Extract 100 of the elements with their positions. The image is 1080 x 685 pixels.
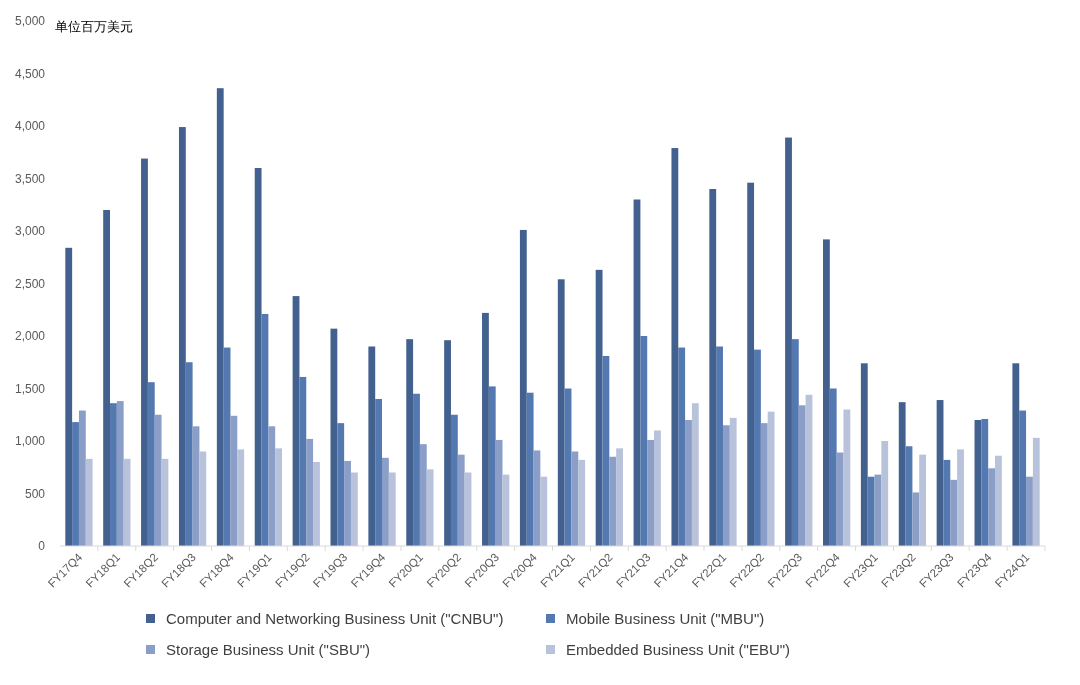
- bar: [798, 405, 806, 546]
- bar: [957, 449, 964, 546]
- bar: [1026, 476, 1033, 546]
- bar: [110, 403, 117, 546]
- y-tick-label: 2,500: [14, 276, 46, 291]
- bar: [881, 441, 889, 546]
- bar: [368, 346, 376, 546]
- bar: [1012, 363, 1020, 546]
- bar: [350, 472, 358, 546]
- bar: [722, 425, 730, 546]
- y-tick-label: 2,000: [14, 329, 46, 343]
- y-tick-label: 3,500: [14, 171, 46, 186]
- bar: [216, 88, 224, 546]
- y-tick-label: 1,500: [14, 381, 46, 396]
- bar: [65, 247, 73, 546]
- bar: [654, 430, 661, 546]
- bar: [337, 423, 345, 546]
- y-tick-label: 4,000: [14, 119, 46, 133]
- bar: [388, 472, 396, 546]
- bar: [85, 458, 93, 546]
- bar: [313, 462, 320, 546]
- bar: [457, 454, 465, 546]
- bar: [571, 451, 579, 546]
- bar: [237, 449, 245, 546]
- bar: [185, 362, 193, 546]
- bar: [829, 388, 837, 546]
- y-tick-label: 4,500: [14, 66, 46, 81]
- bar: [413, 393, 420, 546]
- bar: [502, 474, 510, 546]
- y-tick-label: 5,000: [14, 14, 46, 28]
- bar: [994, 455, 1002, 546]
- bar: [78, 410, 86, 546]
- bar: [729, 417, 737, 546]
- bar: [671, 148, 679, 546]
- bar: [540, 476, 548, 546]
- bar: [344, 460, 351, 546]
- y-axis-title: 单位百万美元: [55, 19, 133, 34]
- bar: [988, 468, 995, 546]
- bar: [419, 444, 427, 546]
- bar: [791, 339, 799, 546]
- bar: [268, 426, 276, 546]
- bar: [1032, 437, 1040, 546]
- bar: [595, 269, 603, 546]
- bar: [526, 392, 534, 546]
- bar: [519, 229, 527, 546]
- legend-label: Storage Business Unit ("SBU"): [166, 641, 371, 658]
- bar: [823, 239, 830, 546]
- bar: [867, 476, 875, 546]
- bar: [141, 158, 148, 546]
- bar: [640, 336, 648, 546]
- bar: [647, 439, 655, 546]
- bar: [843, 409, 851, 546]
- bar: [444, 340, 451, 546]
- bar: [691, 403, 699, 546]
- bar: [254, 168, 262, 546]
- bar: [919, 454, 927, 546]
- bar: [685, 420, 692, 546]
- bar: [382, 457, 389, 546]
- bar: [275, 448, 282, 546]
- bar: [1019, 410, 1027, 546]
- bar: [754, 349, 761, 546]
- bar: [330, 328, 338, 546]
- y-tick-label: 3,000: [14, 224, 46, 238]
- bar: [72, 422, 79, 546]
- bar: [981, 418, 989, 546]
- bar: [450, 414, 458, 546]
- bar: [785, 137, 792, 546]
- bar: [747, 182, 755, 546]
- bar: [482, 312, 489, 546]
- bar: [912, 492, 920, 546]
- bar: [860, 363, 868, 546]
- legend-label: Mobile Business Unit ("MBU"): [566, 610, 765, 627]
- bar: [709, 189, 717, 546]
- bar: [716, 346, 723, 546]
- bar: [299, 376, 307, 546]
- bar: [306, 438, 314, 546]
- bar: [678, 347, 686, 546]
- bar: [898, 402, 906, 546]
- y-tick-label: 500: [24, 486, 46, 501]
- bar: [578, 459, 586, 546]
- bar: [767, 411, 775, 546]
- bar: [943, 459, 951, 546]
- bar: [178, 127, 186, 546]
- bar: [760, 423, 768, 546]
- bar: [488, 386, 496, 546]
- legend-label: Embedded Business Unit ("EBU"): [566, 641, 791, 658]
- bar: [426, 469, 434, 546]
- bar: [199, 451, 207, 546]
- bar: [616, 448, 623, 546]
- bar: [375, 399, 383, 546]
- bar: [147, 382, 155, 546]
- bar: [230, 415, 238, 546]
- legend-label: Computer and Networking Business Unit ("CNBU"): [166, 610, 504, 627]
- bar: [557, 279, 565, 546]
- bar: [154, 414, 162, 546]
- y-tick-label: 0: [38, 539, 46, 553]
- bar: [950, 479, 958, 546]
- bar: [103, 210, 111, 546]
- bar: [116, 401, 124, 546]
- bar: [609, 456, 617, 546]
